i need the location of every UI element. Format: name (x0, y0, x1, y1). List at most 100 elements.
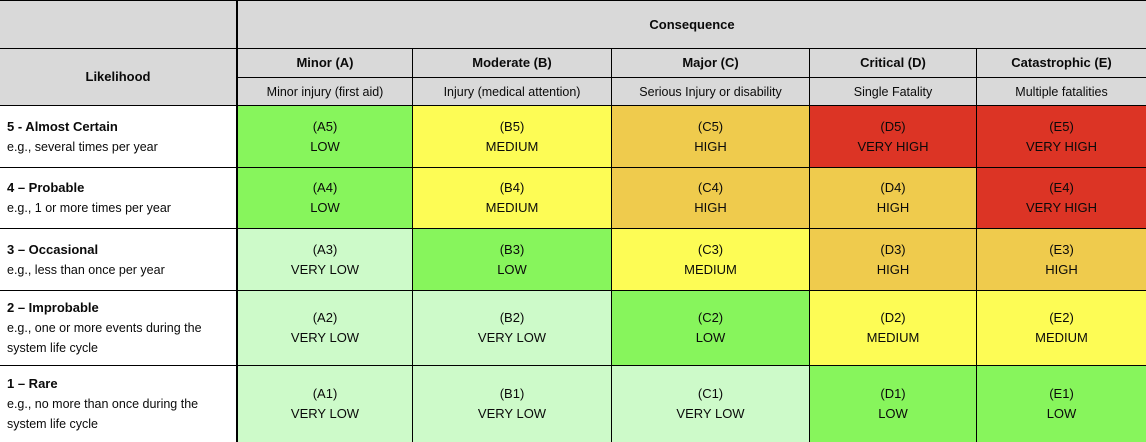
col-header-critical-d: Critical (D) (810, 49, 977, 78)
cell-e3: (E3) HIGH (977, 229, 1146, 291)
cell-c3: (C3) MEDIUM (612, 229, 810, 291)
cell-a3: (A3) VERY LOW (238, 229, 413, 291)
cell-code: (E1) (1049, 386, 1074, 401)
risk-level: LOW (310, 138, 340, 154)
risk-level: LOW (695, 330, 726, 345)
risk-level: MEDIUM (866, 330, 920, 345)
risk-level: VERY LOW (477, 330, 547, 345)
cell-e2: (E2) MEDIUM (977, 291, 1146, 366)
likelihood-example: e.g., less than once per year (7, 262, 165, 277)
cell-d3: (D3) HIGH (810, 229, 977, 291)
cell-a1: (A1) VERY LOW (238, 366, 413, 442)
cell-code: (D5) (880, 118, 906, 134)
cell-c1: (C1) VERY LOW (612, 366, 810, 442)
cell-b2: (B2) VERY LOW (413, 291, 612, 366)
row-label-5-almost-certain: 5 - Almost Certain e.g., several times p… (0, 106, 238, 168)
cell-code: (B4) (499, 180, 525, 195)
consequence-header: Consequence (238, 1, 1146, 49)
cell-code: (E3) (1049, 241, 1074, 257)
col-header-minor-a: Minor (A) (238, 49, 413, 78)
cell-code: (C3) (697, 241, 724, 257)
risk-level: VERY LOW (290, 330, 360, 345)
cell-e5: (E5) VERY HIGH (977, 106, 1146, 168)
col-subheader-minor-a: Minor injury (first aid) (238, 78, 413, 106)
cell-code: (D4) (880, 180, 906, 195)
cell-code: (E4) (1049, 180, 1074, 195)
cell-d1: (D1) LOW (810, 366, 977, 442)
risk-level: VERY LOW (290, 261, 360, 277)
cell-code: (A5) (312, 118, 338, 134)
risk-level: MEDIUM (684, 261, 737, 277)
risk-level: VERY LOW (477, 406, 547, 421)
risk-level: LOW (878, 406, 908, 421)
cell-code: (A3) (312, 241, 338, 257)
col-subheader-moderate-b: Injury (medical attention) (413, 78, 612, 106)
cell-b4: (B4) MEDIUM (413, 168, 612, 229)
risk-level: HIGH (876, 200, 910, 215)
cell-code: (D3) (880, 241, 906, 257)
likelihood-name: 1 – Rare (7, 376, 58, 391)
likelihood-example: e.g., several times per year (7, 139, 158, 154)
cell-code: (A1) (312, 386, 338, 401)
col-subheader-major-c: Serious Injury or disability (612, 78, 810, 106)
col-header-catastrophic-e: Catastrophic (E) (977, 49, 1146, 78)
cell-e4: (E4) VERY HIGH (977, 168, 1146, 229)
risk-level: MEDIUM (1035, 330, 1088, 345)
risk-level: VERY HIGH (1025, 200, 1098, 215)
row-label-3-occasional: 3 – Occasional e.g., less than once per … (0, 229, 238, 291)
risk-level: HIGH (694, 138, 727, 154)
likelihood-name: 2 – Improbable (7, 300, 99, 315)
row-label-4-probable: 4 – Probable e.g., 1 or more times per y… (0, 168, 238, 229)
cell-d4: (D4) HIGH (810, 168, 977, 229)
row-label-2-improbable: 2 – Improbable e.g., one or more events … (0, 291, 238, 366)
cell-a4: (A4) LOW (238, 168, 413, 229)
cell-code: (B1) (499, 386, 525, 401)
cell-a5: (A5) LOW (238, 106, 413, 168)
risk-level: HIGH (1045, 261, 1078, 277)
likelihood-example: e.g., 1 or more times per year (7, 201, 171, 215)
cell-code: (C4) (697, 180, 724, 195)
col-header-major-c: Major (C) (612, 49, 810, 78)
col-subheader-catastrophic-e: Multiple fatalities (977, 78, 1146, 106)
risk-level: LOW (310, 200, 340, 215)
cell-code: (C5) (697, 118, 724, 134)
cell-a2: (A2) VERY LOW (238, 291, 413, 366)
cell-e1: (E1) LOW (977, 366, 1146, 442)
risk-level: VERY LOW (676, 406, 745, 421)
cell-b1: (B1) VERY LOW (413, 366, 612, 442)
cell-b5: (B5) MEDIUM (413, 106, 612, 168)
likelihood-header: Likelihood (0, 49, 238, 106)
cell-c4: (C4) HIGH (612, 168, 810, 229)
risk-level: MEDIUM (485, 138, 539, 154)
cell-code: (A2) (312, 310, 338, 325)
cell-code: (E2) (1049, 310, 1074, 325)
cell-d5: (D5) VERY HIGH (810, 106, 977, 168)
cell-c5: (C5) HIGH (612, 106, 810, 168)
risk-level: VERY HIGH (857, 138, 929, 154)
cell-code: (D2) (880, 310, 906, 325)
cell-b3: (B3) LOW (413, 229, 612, 291)
cell-d2: (D2) MEDIUM (810, 291, 977, 366)
col-header-moderate-b: Moderate (B) (413, 49, 612, 78)
cell-code: (B3) (499, 241, 525, 257)
cell-code: (B5) (499, 118, 525, 134)
cell-code: (A4) (312, 180, 338, 195)
risk-level: LOW (497, 261, 527, 277)
likelihood-name: 4 – Probable (7, 180, 85, 195)
row-label-1-rare: 1 – Rare e.g., no more than once during … (0, 366, 238, 442)
cell-code: (C1) (697, 386, 724, 401)
cell-code: (C2) (697, 310, 724, 325)
corner-empty-cell (0, 1, 238, 49)
col-subheader-critical-d: Single Fatality (810, 78, 977, 106)
risk-level: VERY HIGH (1025, 138, 1098, 154)
risk-level: HIGH (876, 261, 910, 277)
risk-level: LOW (1046, 406, 1077, 421)
cell-code: (D1) (880, 386, 906, 401)
likelihood-example: e.g., no more than once during the syste… (7, 397, 199, 431)
risk-level: HIGH (694, 200, 727, 215)
risk-level: VERY LOW (290, 406, 360, 421)
cell-code: (E5) (1049, 118, 1074, 134)
likelihood-name: 3 – Occasional (7, 241, 99, 257)
likelihood-name: 5 - Almost Certain (7, 118, 118, 134)
